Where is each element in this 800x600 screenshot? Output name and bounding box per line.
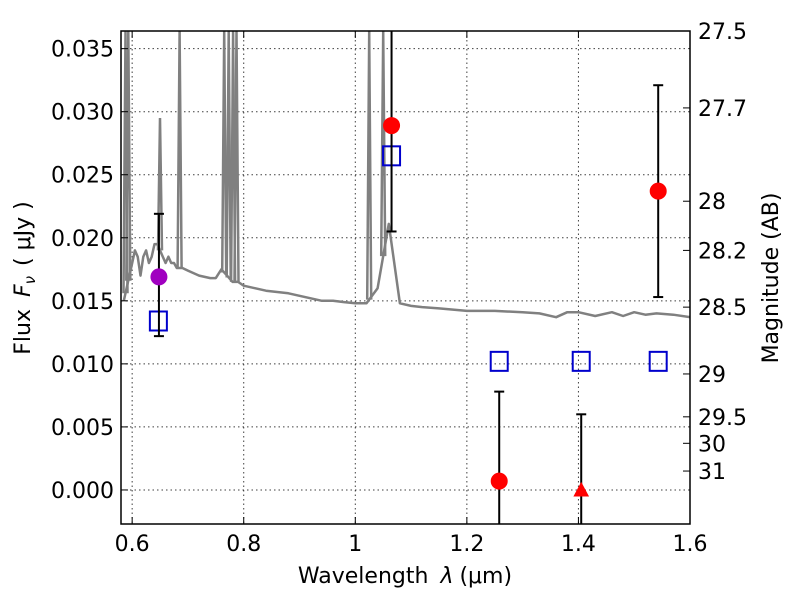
- model-emission-spike: [156, 117, 164, 251]
- x-tick-label: 0.8: [226, 532, 261, 557]
- plot-frame: [120, 30, 691, 525]
- predicted-square-marker: [489, 350, 509, 372]
- grid-lines: [121, 31, 691, 524]
- y2-axis-label: Magnitude (AB): [759, 193, 784, 364]
- y2-tick-label: 27.5: [698, 20, 747, 45]
- y2-tick-label: 27.7: [698, 97, 747, 122]
- model-emission-spike: [233, 31, 240, 282]
- detection-marker: [649, 182, 667, 200]
- y-tick-label: 0.005: [51, 416, 114, 441]
- predicted-square-marker: [648, 350, 668, 372]
- model-emission-spike: [225, 31, 232, 278]
- special-point-marker: [150, 268, 168, 286]
- y-tick-label: 0.000: [51, 479, 114, 504]
- y-tick-label: 0.030: [51, 101, 114, 126]
- y2-tick-label: 29: [698, 363, 726, 388]
- upper-limit-triangle-marker: [573, 481, 590, 497]
- y-tick-label: 0.020: [51, 227, 114, 252]
- y-axis-label: FluxFν( μJy ): [11, 201, 39, 354]
- x-tick-label: 0.6: [115, 532, 150, 557]
- axis-ticks: [121, 30, 691, 524]
- y2-tick-label: 28: [698, 190, 726, 215]
- x-tick-label: 1: [348, 532, 362, 557]
- predicted-square-marker: [571, 350, 591, 372]
- y2-tick-label: 30: [698, 432, 726, 457]
- x-tick-label: 1.2: [449, 532, 484, 557]
- plot-area: [122, 31, 690, 524]
- y2-tick-label: 29.5: [698, 406, 747, 431]
- tick-labels: 0.6 0.8 1 1.2 1.4 1.6 0.000 0.005 0.010 0.015 0.02…: [51, 20, 747, 557]
- model-emission-spike: [365, 31, 373, 300]
- y-tick-label: 0.025: [51, 164, 114, 189]
- model-spectrum-line: [122, 222, 690, 319]
- y2-tick-label: 28.2: [698, 239, 747, 264]
- model-emission-spike: [379, 31, 387, 257]
- model-emission-spike: [125, 31, 132, 281]
- x-axis-label: Wavelength λ (μm): [298, 564, 512, 589]
- detection-marker: [490, 472, 508, 490]
- detection-marker: [383, 117, 401, 135]
- y-tick-label: 0.035: [51, 38, 114, 63]
- y-tick-label: 0.015: [51, 290, 114, 315]
- model-emission-spike: [176, 31, 183, 269]
- y-tick-label: 0.010: [51, 353, 114, 378]
- y2-tick-label: 31: [698, 460, 726, 485]
- model-emission-spike: [220, 31, 228, 273]
- y2-tick-label: 28.5: [698, 296, 747, 321]
- x-tick-label: 1.6: [673, 532, 708, 557]
- x-tick-label: 1.4: [561, 532, 596, 557]
